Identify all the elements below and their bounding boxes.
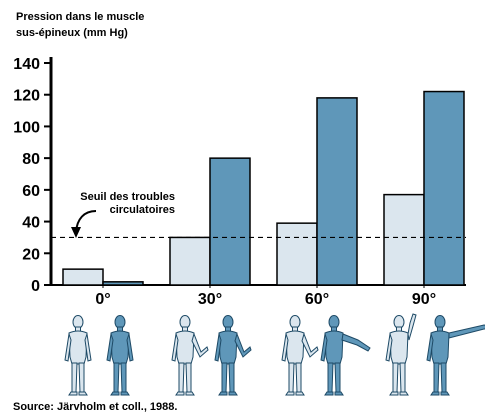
threshold-label-line: Seuil des troubles — [80, 191, 175, 203]
y-tick-label: 140 — [13, 56, 40, 73]
y-tick-label: 20 — [22, 246, 40, 263]
foot-shape — [285, 391, 295, 396]
arm-shape — [171, 333, 179, 362]
arm-shape — [234, 332, 252, 358]
y-tick-label: 100 — [13, 119, 40, 136]
y-axis-title: Pression dans le muscle sus-épineux (mm … — [16, 9, 216, 41]
torso-shape — [324, 330, 344, 365]
foot-shape — [175, 391, 185, 396]
arm-shape — [301, 332, 319, 358]
arm-shape — [64, 333, 72, 362]
leg-shape — [288, 362, 295, 393]
torso-shape — [389, 330, 409, 365]
arm-shape — [84, 333, 92, 362]
leg-shape — [78, 362, 85, 393]
foot-shape — [440, 391, 450, 396]
y-tick-label: 40 — [22, 215, 40, 232]
foot-shape — [295, 391, 305, 396]
foot-shape — [78, 391, 88, 396]
threshold-arrowhead — [71, 227, 81, 238]
torso-shape — [218, 330, 238, 365]
foot-shape — [110, 391, 120, 396]
leg-shape — [334, 362, 341, 393]
leg-shape — [120, 362, 127, 393]
leg-shape — [440, 362, 447, 393]
arm-shape — [106, 333, 114, 362]
torso-shape — [285, 330, 305, 365]
bar — [62, 268, 104, 286]
figure-60deg-light — [281, 315, 319, 396]
foot-shape — [228, 391, 238, 396]
leg-shape — [113, 362, 120, 393]
y-tick-label: 80 — [22, 151, 40, 168]
torso-shape — [430, 330, 450, 365]
y-tick-label: 60 — [22, 183, 40, 200]
foot-shape — [389, 391, 399, 396]
arm-shape — [448, 324, 485, 339]
bar — [316, 97, 358, 286]
bar — [423, 90, 465, 286]
foot-shape — [218, 391, 228, 396]
y-tick-label: 120 — [13, 88, 40, 105]
leg-shape — [433, 362, 440, 393]
leg-shape — [399, 362, 406, 393]
foot-shape — [185, 391, 195, 396]
arm-shape — [126, 333, 134, 362]
figure-60deg-dark — [320, 315, 371, 396]
foot-shape — [68, 391, 78, 396]
arm-shape — [320, 333, 328, 362]
leg-shape — [178, 362, 185, 393]
bar — [209, 157, 251, 286]
arm-shape — [385, 333, 393, 362]
foot-shape — [334, 391, 344, 396]
leg-shape — [71, 362, 78, 393]
foot-shape — [324, 391, 334, 396]
y-axis-title-line-2: sus-épineux (mm Hg) — [16, 27, 128, 39]
x-tick-label: 90° — [412, 291, 436, 308]
source-note: Source: Järvholm et coll., 1988. — [13, 401, 178, 413]
torso-shape — [175, 330, 195, 365]
leg-shape — [295, 362, 302, 393]
figure-0deg-dark — [106, 315, 134, 396]
arm-shape — [341, 333, 371, 352]
x-tick-label: 60° — [305, 291, 329, 308]
bar — [276, 222, 318, 286]
figure-90deg-light — [385, 313, 417, 396]
figure-90deg-dark — [426, 315, 485, 396]
y-axis-title-line-1: Pression dans le muscle — [16, 11, 145, 23]
leg-shape — [185, 362, 192, 393]
figure-30deg-light — [171, 315, 209, 396]
foot-shape — [430, 391, 440, 396]
leg-shape — [327, 362, 334, 393]
foot-shape — [120, 391, 130, 396]
arm-shape — [214, 333, 222, 362]
arm-shape — [407, 313, 417, 341]
bar — [169, 236, 211, 286]
leg-shape — [221, 362, 228, 393]
leg-shape — [392, 362, 399, 393]
figure-30deg-dark — [214, 315, 252, 396]
leg-shape — [228, 362, 235, 393]
foot-shape — [399, 391, 409, 396]
arm-shape — [426, 333, 434, 362]
figure-0deg-light — [64, 315, 92, 396]
arm-shape — [191, 332, 209, 358]
threshold-label-line: circulatoires — [110, 204, 175, 216]
bar — [102, 281, 144, 286]
torso-shape — [110, 330, 130, 365]
x-tick-label: 30° — [198, 291, 222, 308]
bar-chart: 0 20 40 60 80 100 120 140 0° 30° 60° 90° Seuil des t… — [13, 56, 485, 396]
bar — [383, 193, 425, 286]
torso-shape — [68, 330, 88, 365]
y-tick-label: 0 — [31, 278, 40, 295]
x-tick-label: 0° — [95, 291, 110, 308]
arm-shape — [281, 333, 289, 362]
